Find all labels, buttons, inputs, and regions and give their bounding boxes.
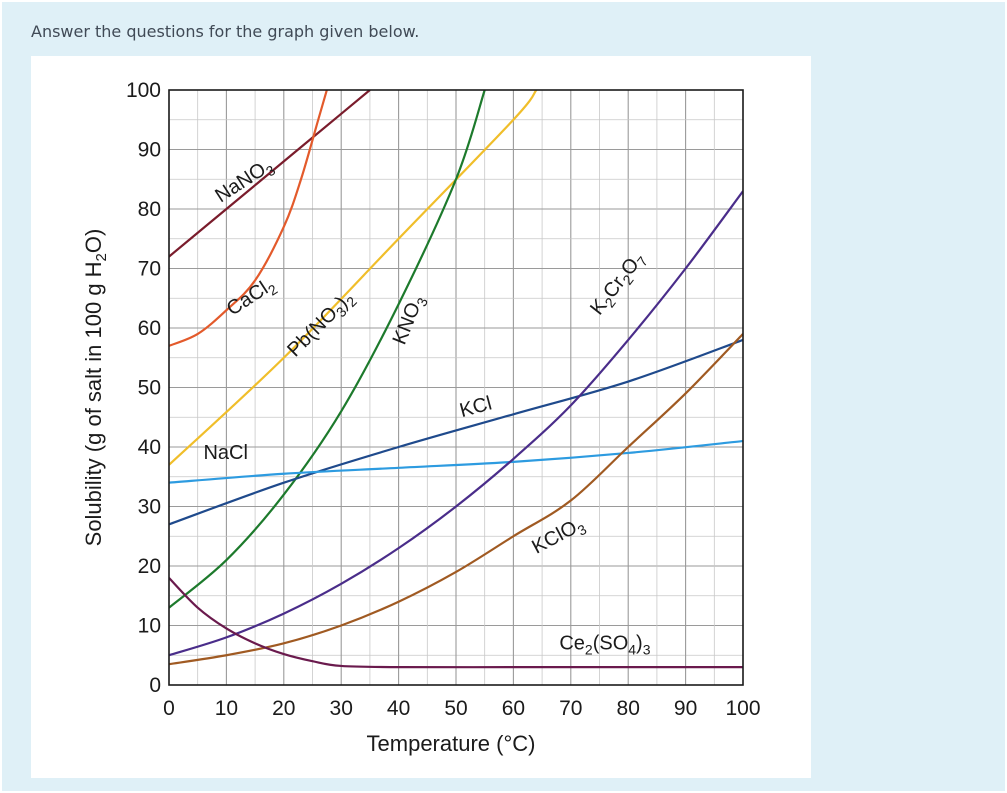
- y-tick-label: 20: [138, 555, 161, 578]
- x-tick-label: 40: [387, 697, 410, 720]
- x-tick-label: 60: [502, 697, 525, 720]
- y-tick-label: 90: [138, 139, 161, 162]
- x-tick-label: 70: [559, 697, 582, 720]
- x-tick-label: 0: [163, 697, 175, 720]
- y-tick-label: 100: [126, 79, 161, 102]
- curve-label-k2cr2o7: K2Cr2O7: [586, 248, 651, 321]
- y-tick-label: 0: [149, 674, 161, 697]
- series-line-nano3: [169, 90, 371, 258]
- x-axis-title: Temperature (°C): [367, 731, 536, 756]
- y-tick-label: 30: [138, 496, 161, 519]
- curve-label-kno3: KNO3: [389, 292, 431, 349]
- y-tick-label: 10: [138, 615, 161, 638]
- y-tick-label: 50: [138, 377, 161, 400]
- x-tick-label: 10: [215, 697, 238, 720]
- plot-border: [168, 89, 744, 686]
- series-line-cacl2: [169, 90, 328, 347]
- curve-label-ce2-so4-3: Ce2(SO4)3: [559, 632, 650, 657]
- series-line-kclo3: [169, 333, 743, 666]
- x-tick-label: 80: [617, 697, 640, 720]
- series-line-k2cr2o7: [169, 190, 743, 657]
- y-tick-label: 40: [138, 436, 161, 459]
- x-tick-label: 50: [444, 697, 467, 720]
- y-tick-label: 70: [138, 258, 161, 281]
- curve-label-kclo3: KClO3: [528, 513, 589, 561]
- chart-panel: 0 10 20 30 40 50 60 70 80 90 100 0 10 20 30 40 50 60 70 80 9…: [31, 56, 811, 778]
- series-line-ce2-so4-3: [169, 577, 743, 669]
- x-tick-label: 30: [330, 697, 353, 720]
- series-line-kno3: [169, 90, 486, 609]
- y-axis-title: Solubility (g of salt in 100 g H2O): [81, 229, 110, 547]
- tick-labels: 0 10 20 30 40 50 60 70 80 90 100 0 10 20 30 40 50 60 70 80 9…: [126, 79, 761, 720]
- series-line-kcl: [169, 338, 743, 526]
- x-tick-label: 20: [272, 697, 295, 720]
- x-tick-label: 100: [725, 697, 760, 720]
- series-lines: [169, 90, 743, 669]
- series-line-nacl: [169, 439, 743, 484]
- plot-frame: [168, 89, 744, 686]
- question-text: Answer the questions for the graph given…: [31, 22, 420, 41]
- y-tick-label: 60: [138, 317, 161, 340]
- curve-label-nacl: NaCl: [203, 442, 247, 464]
- curve-label-nano3: NaNO3: [211, 154, 278, 210]
- solubility-chart: 0 10 20 30 40 50 60 70 80 90 100 0 10 20 30 40 50 60 70 80 9…: [81, 79, 761, 756]
- x-tick-label: 90: [674, 697, 697, 720]
- series-line-pb-no3-2: [169, 90, 538, 466]
- y-tick-label: 80: [138, 198, 161, 221]
